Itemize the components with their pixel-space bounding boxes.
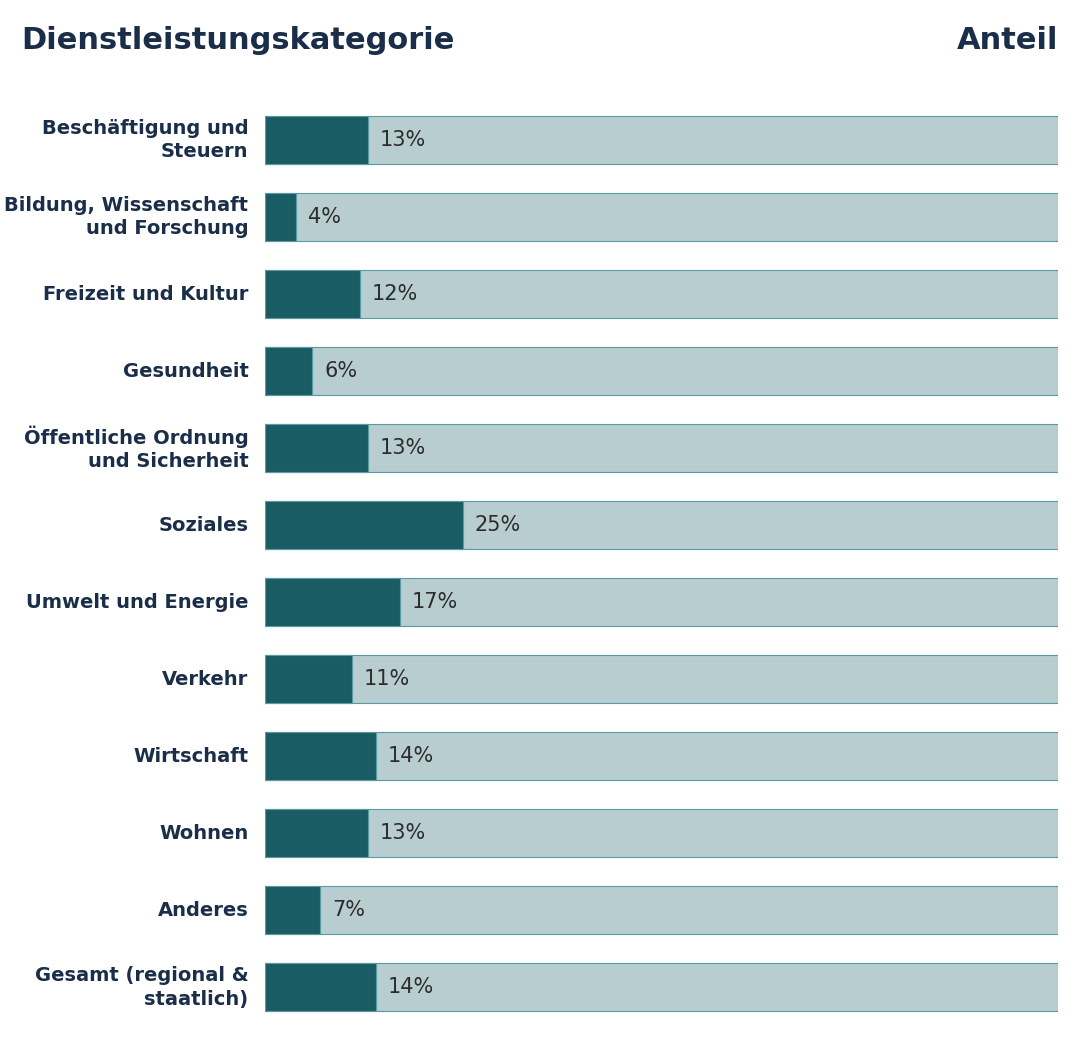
Bar — [265, 193, 296, 241]
Text: Umwelt und Energie: Umwelt und Energie — [26, 593, 248, 612]
Bar — [265, 578, 1058, 626]
Text: Gesamt (regional &
staatlich): Gesamt (regional & staatlich) — [35, 966, 248, 1009]
Text: 11%: 11% — [364, 669, 410, 689]
Text: 6%: 6% — [324, 361, 357, 381]
Bar — [265, 270, 1058, 318]
Bar — [265, 656, 352, 704]
Bar — [265, 578, 400, 626]
Bar — [265, 886, 320, 934]
Bar — [265, 348, 312, 395]
Bar — [265, 116, 368, 164]
Bar — [265, 733, 1058, 780]
Text: 17%: 17% — [411, 592, 458, 612]
Bar — [265, 886, 1058, 934]
Bar — [265, 348, 1058, 395]
Text: Bildung, Wissenschaft
und Forschung: Bildung, Wissenschaft und Forschung — [4, 196, 248, 238]
Text: Wirtschaft: Wirtschaft — [133, 746, 248, 766]
Text: Soziales: Soziales — [159, 516, 248, 535]
Text: Freizeit und Kultur: Freizeit und Kultur — [43, 285, 248, 304]
Bar — [265, 733, 376, 780]
Text: 14%: 14% — [388, 746, 434, 766]
Text: Dienstleistungskategorie: Dienstleistungskategorie — [22, 26, 455, 55]
Bar — [265, 116, 1058, 164]
Text: Wohnen: Wohnen — [159, 824, 248, 843]
Text: 7%: 7% — [332, 900, 365, 921]
Text: Öffentliche Ordnung
und Sicherheit: Öffentliche Ordnung und Sicherheit — [24, 425, 248, 471]
Bar — [265, 270, 360, 318]
Bar — [265, 424, 1058, 472]
Text: 13%: 13% — [380, 438, 426, 458]
Bar — [265, 501, 463, 549]
Text: 25%: 25% — [475, 516, 522, 536]
Text: 13%: 13% — [380, 824, 426, 844]
Text: 12%: 12% — [372, 284, 418, 304]
Text: Anderes: Anderes — [158, 901, 248, 920]
Text: Anteil: Anteil — [957, 26, 1058, 55]
Text: 13%: 13% — [380, 130, 426, 150]
Bar — [265, 424, 368, 472]
Text: 4%: 4% — [308, 207, 341, 228]
Bar — [265, 193, 1058, 241]
Bar — [265, 809, 368, 857]
Bar — [265, 656, 1058, 704]
Text: Gesundheit: Gesundheit — [122, 361, 248, 381]
Bar — [265, 964, 1058, 1012]
Bar — [265, 964, 376, 1012]
Text: Verkehr: Verkehr — [162, 670, 248, 689]
Text: Beschäftigung und
Steuern: Beschäftigung und Steuern — [42, 119, 248, 162]
Text: 14%: 14% — [388, 977, 434, 997]
Bar — [265, 501, 1058, 549]
Bar — [265, 809, 1058, 857]
